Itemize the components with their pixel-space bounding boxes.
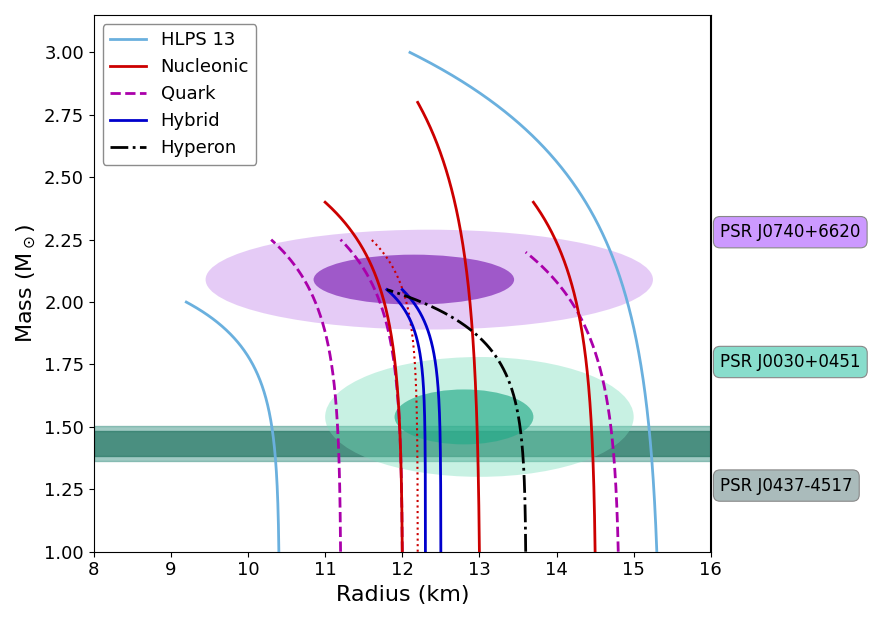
Text: PSR J0740+6620: PSR J0740+6620: [720, 223, 860, 241]
Bar: [94, 431, 710, 456]
Text: PSR J0030+0451: PSR J0030+0451: [720, 353, 860, 371]
Ellipse shape: [206, 229, 653, 330]
Bar: [94, 426, 710, 461]
Ellipse shape: [394, 389, 533, 445]
Y-axis label: Mass (M$_\odot$): Mass (M$_\odot$): [15, 224, 39, 343]
Text: PSR J0437-4517: PSR J0437-4517: [720, 477, 852, 495]
Ellipse shape: [314, 255, 514, 304]
Ellipse shape: [325, 357, 633, 477]
Legend: HLPS 13, Nucleonic, Quark, Hybrid, Hyperon: HLPS 13, Nucleonic, Quark, Hybrid, Hyper…: [102, 24, 256, 164]
X-axis label: Radius (km): Radius (km): [336, 585, 469, 605]
